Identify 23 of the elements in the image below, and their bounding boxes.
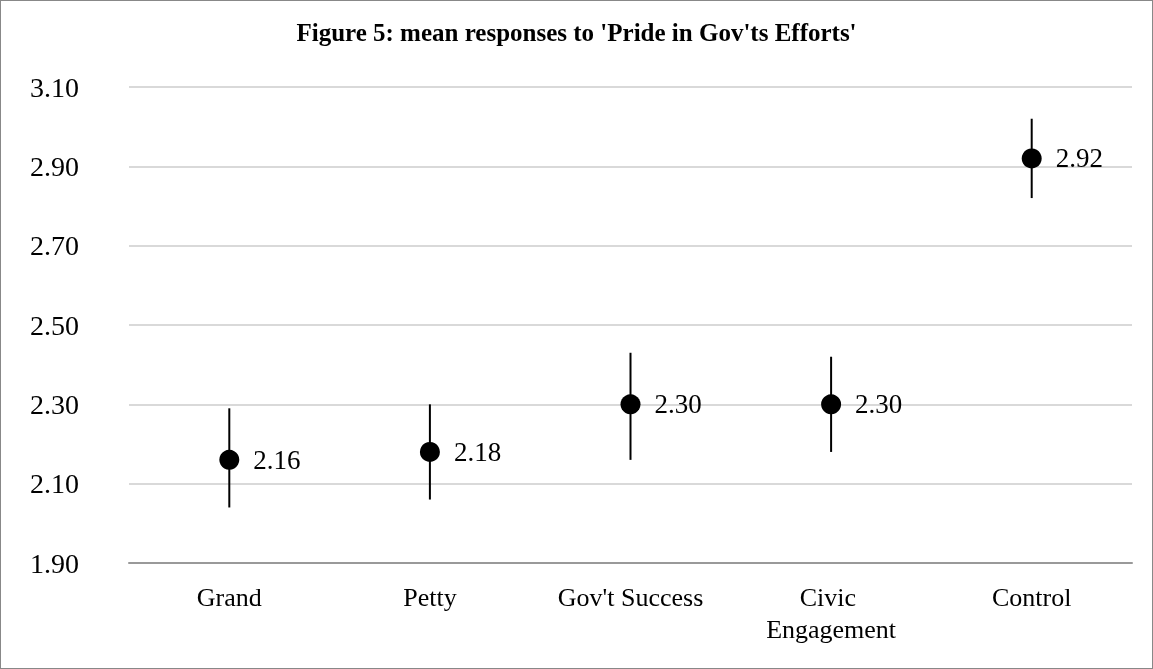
x-tick-label: Petty xyxy=(403,582,457,612)
data-label: 2.18 xyxy=(453,436,502,467)
y-tick-label: 3.10 xyxy=(30,71,79,103)
data-label: 2.30 xyxy=(654,389,702,420)
x-tick-label: Gov't Success xyxy=(557,582,704,612)
y-tick-label: 2.50 xyxy=(30,309,79,341)
x-tick-label: Control xyxy=(991,582,1072,612)
data-label: 2.30 xyxy=(855,389,903,420)
point xyxy=(620,394,641,415)
data-label: 2.92 xyxy=(1055,143,1103,174)
x-tick-label: Grand xyxy=(196,582,262,612)
y-tick-label: 2.70 xyxy=(30,230,79,262)
y-tick-label: 2.30 xyxy=(30,388,79,420)
point xyxy=(419,441,440,462)
y-tick-label: 1.90 xyxy=(30,547,79,579)
point xyxy=(821,394,842,415)
point xyxy=(219,449,240,470)
x-tick-label: Civic Engagement xyxy=(766,582,897,644)
y-tick-label: 2.90 xyxy=(30,150,79,182)
data-label: 2.16 xyxy=(253,444,301,475)
point xyxy=(1021,148,1042,169)
chart-title: Figure 5: mean responses to 'Pride in Gov'ts Efforts' xyxy=(296,19,857,46)
y-tick-label: 2.10 xyxy=(30,468,79,500)
